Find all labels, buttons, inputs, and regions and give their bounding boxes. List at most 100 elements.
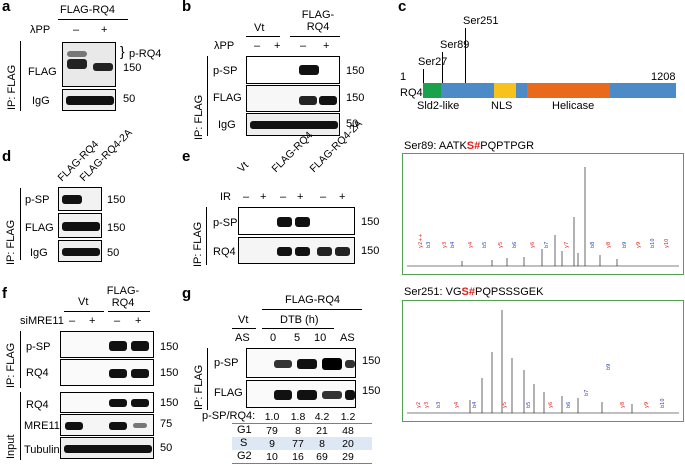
ir-sign: – [243,191,250,203]
row-label: p-SP [25,194,50,206]
group-underline [108,311,150,312]
domain-label: Sld2-like [417,100,460,112]
phospho-label: p-RQ4 [129,48,162,60]
svg-text:b8: b8 [590,242,596,248]
input-bracket [20,392,21,460]
table-cell: 8 [295,425,301,437]
column-group: FLAG-RQ4 [301,9,335,33]
svg-text:b4: b4 [472,402,478,408]
ip-bracket [20,331,21,388]
svg-text:b6: b6 [512,242,518,248]
svg-text:b4: b4 [450,242,456,248]
ir-sign: – [320,191,327,203]
lpp-sign: + [323,40,330,52]
svg-text:y5: y5 [502,402,508,408]
ip-flag-label: IP: FLAG [5,219,17,265]
table-cell: 10 [266,451,278,463]
site-label: Ser27 [418,56,448,68]
marker: 150 [160,397,179,409]
ir-sign: – [280,191,287,203]
blot-flag [246,85,340,112]
table-cell: 16 [292,451,304,463]
sld2-domain [423,83,441,98]
blot-flag [246,380,356,408]
ms-spectrum-ser251: y2 y3 b3 y4 b4 y5 b5 y6 b6 b7 b9 y8 y9 b… [402,300,684,422]
column-group: Vt [78,296,89,308]
ip-bracket [20,41,21,111]
svg-text:y4: y4 [454,402,460,408]
table-cell: 20 [342,438,354,450]
construct-label: FLAG-RQ4 [285,294,341,306]
row-label: FLAG [213,92,242,104]
ir-sign: + [297,191,304,203]
ip-flag-label: IP: FLAG [193,94,205,140]
ratio-value: 4.2 [314,411,330,423]
lpp-sign: – [73,24,80,36]
marker: 150 [160,341,179,353]
blot-psp [238,207,355,235]
table-cell: 69 [316,451,328,463]
lpp-label: λPP [214,40,235,52]
ip-flag-label: IP: FLAG [193,364,205,410]
column-label: Vt [235,159,252,175]
marker: 50 [160,442,173,454]
row-label: FLAG [28,66,57,78]
row-label: FLAG [214,387,243,399]
blot-igg [58,240,102,262]
ir-sign: + [260,191,267,203]
marker: 150 [160,367,179,379]
si-sign: – [114,315,121,327]
panel-label-d: d [2,148,12,165]
marker: 150 [361,216,380,228]
row-label: IgG [32,95,50,107]
row-label: Tubulin [24,444,60,456]
ip-flag-label: IP: FLAG [6,64,18,110]
table-cell: 79 [266,425,278,437]
svg-text:b10: b10 [650,238,656,248]
spectrum-title: Ser251: VGS#PQPSSSGEK [404,286,544,298]
group-underline [246,36,280,37]
table-cell: 77 [292,438,304,450]
input-label: Input [5,434,17,459]
blot-psp [58,187,102,211]
lpp-sign: + [101,24,108,36]
si-sign: – [69,315,76,327]
row-label: RQ4 [26,367,49,379]
marker: 150 [362,355,381,367]
lpp-sign: – [254,40,261,52]
blot-psp [246,56,340,84]
row-label: RQ4 [26,399,49,411]
si-sign: + [89,315,96,327]
table-cell: 48 [342,425,354,437]
panel-label-g: g [182,285,192,302]
marker: 150 [346,92,365,104]
blot-igg [62,89,116,111]
lpp-label: λPP [30,24,51,36]
svg-text:y7: y7 [564,242,570,248]
marker: 150 [107,194,126,206]
row-label: IgG [30,247,48,259]
svg-text:b9: b9 [606,364,612,370]
svg-text:b5: b5 [526,402,532,408]
dtb-underline [262,328,334,329]
group-underline [290,36,340,37]
marker: 150 [362,385,381,397]
svg-text:b9: b9 [622,242,628,248]
svg-text:y4: y4 [468,242,474,248]
ratio-value: 1.8 [290,411,306,423]
blot-psp [246,348,356,378]
svg-text:y3: y3 [442,242,448,248]
marker: 50 [107,247,120,259]
helicase-domain [527,83,610,98]
marker: 75 [160,418,173,430]
ir-label: IR [220,191,231,203]
column-label: AS [340,332,355,344]
construct-label: FLAG-RQ4 [60,4,116,16]
svg-text:b7: b7 [544,242,550,248]
ip-flag-label: IP: FLAG [192,221,204,267]
marker: 150 [107,222,126,234]
row-label: p-SP [214,357,239,369]
site-label: Ser251 [463,15,499,27]
svg-text:b5: b5 [482,242,488,248]
svg-text:y6: y6 [530,242,536,248]
